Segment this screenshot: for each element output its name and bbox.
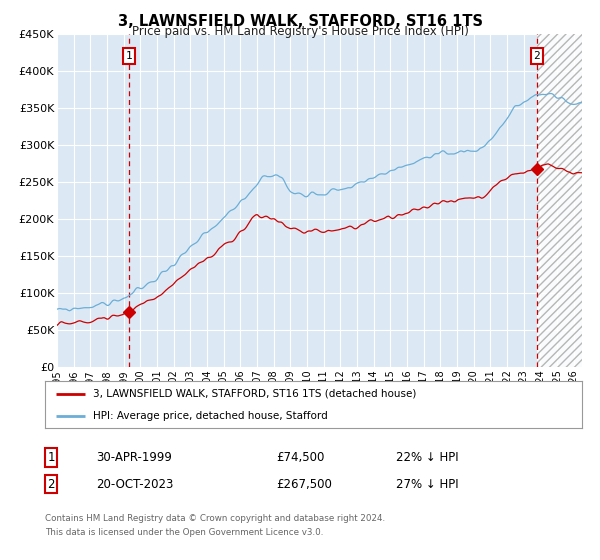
Text: 22% ↓ HPI: 22% ↓ HPI [396, 451, 458, 464]
Text: 2: 2 [533, 51, 541, 61]
Text: 2: 2 [47, 478, 55, 491]
Text: Contains HM Land Registry data © Crown copyright and database right 2024.: Contains HM Land Registry data © Crown c… [45, 514, 385, 523]
Text: £74,500: £74,500 [276, 451, 325, 464]
Text: 1: 1 [126, 51, 133, 61]
Text: 3, LAWNSFIELD WALK, STAFFORD, ST16 1TS: 3, LAWNSFIELD WALK, STAFFORD, ST16 1TS [118, 14, 482, 29]
Text: 1: 1 [47, 451, 55, 464]
Text: This data is licensed under the Open Government Licence v3.0.: This data is licensed under the Open Gov… [45, 528, 323, 537]
Text: 30-APR-1999: 30-APR-1999 [96, 451, 172, 464]
Text: HPI: Average price, detached house, Stafford: HPI: Average price, detached house, Staf… [94, 410, 328, 421]
Text: Price paid vs. HM Land Registry's House Price Index (HPI): Price paid vs. HM Land Registry's House … [131, 25, 469, 38]
Text: 27% ↓ HPI: 27% ↓ HPI [396, 478, 458, 491]
Text: 3, LAWNSFIELD WALK, STAFFORD, ST16 1TS (detached house): 3, LAWNSFIELD WALK, STAFFORD, ST16 1TS (… [94, 389, 417, 399]
Text: 20-OCT-2023: 20-OCT-2023 [96, 478, 173, 491]
Bar [537, 34, 582, 367]
Text: £267,500: £267,500 [276, 478, 332, 491]
